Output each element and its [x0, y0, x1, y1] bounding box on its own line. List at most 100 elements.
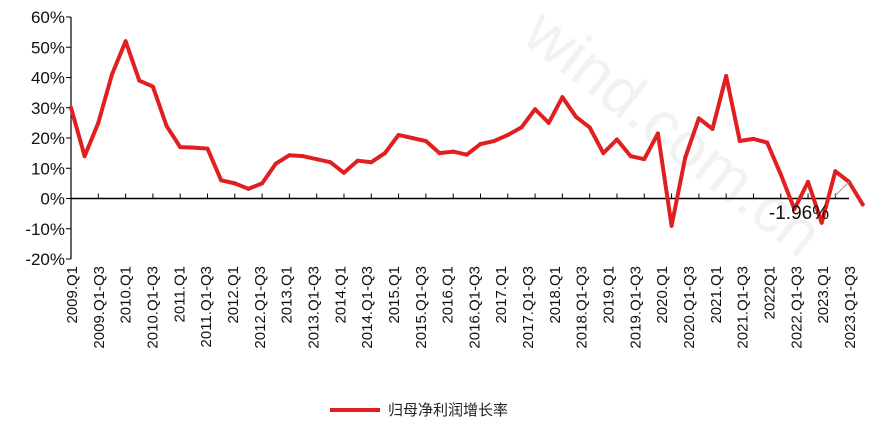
data-point: [423, 139, 428, 144]
data-point: [628, 154, 633, 159]
data-point: [410, 136, 415, 140]
legend: 归母净利润增长率: [330, 401, 508, 419]
data-point: [191, 145, 196, 150]
data-point: [737, 139, 742, 144]
x-tick-label: 2012.Q1-Q3: [252, 266, 269, 349]
y-tick-label: 40%: [31, 69, 65, 88]
annotation: -1.96%: [769, 181, 850, 224]
x-tick-label: 2015.Q1: [386, 266, 403, 324]
x-tick-label: 2011.Q1-Q3: [198, 266, 215, 347]
data-point: [546, 120, 551, 125]
annotation-leader: [834, 181, 850, 197]
data-point: [437, 151, 442, 156]
data-point: [219, 178, 224, 183]
x-tick-label: 2013.Q1-Q3: [305, 266, 322, 349]
x-tick-label: 2010.Q1-Q3: [144, 266, 161, 349]
data-point: [601, 151, 606, 156]
data-point: [137, 78, 142, 83]
data-point: [273, 161, 278, 166]
annotation-label: -1.96%: [769, 203, 829, 224]
data-point: [860, 202, 865, 207]
y-tick-label: 50%: [31, 38, 65, 57]
data-point: [451, 149, 456, 154]
x-tick-label: 2012.Q1: [225, 266, 242, 324]
data-point: [833, 169, 838, 174]
data-point: [355, 158, 360, 163]
data-point: [123, 39, 128, 44]
x-tick-label: 2018.Q1: [547, 266, 564, 324]
data-point: [710, 126, 715, 131]
data-point: [109, 72, 114, 77]
x-tick-label: 2021.Q1: [708, 266, 725, 324]
data-point: [792, 207, 797, 212]
data-point: [341, 170, 346, 175]
data-point: [655, 131, 660, 136]
data-point: [464, 152, 469, 157]
x-tick-label: 2022Q1: [762, 266, 779, 319]
data-point: [696, 116, 701, 121]
data-point: [765, 140, 770, 145]
data-point: [533, 107, 538, 112]
data-point: [369, 160, 374, 165]
x-tick-label: 2021.Q1-Q3: [735, 266, 752, 349]
x-axis: 2009.Q1 2009.Q1-Q3 2010.Q1 2010.Q1-Q3 2011.Q…: [64, 193, 859, 349]
data-point: [164, 123, 169, 128]
x-tick-label: 2015.Q1-Q3: [413, 266, 430, 349]
data-point: [669, 223, 674, 228]
data-point: [614, 137, 619, 142]
data-point: [505, 132, 510, 137]
x-tick-label: 2009.Q1: [64, 266, 81, 324]
data-point: [724, 73, 729, 78]
data-point: [232, 181, 237, 186]
y-tick-label: 0%: [40, 190, 65, 209]
x-tick-label: 2009.Q1-Q3: [91, 266, 108, 349]
data-point: [314, 157, 319, 162]
data-point: [328, 160, 333, 165]
data-point: [96, 120, 101, 125]
x-tick-label: 2010.Q1: [118, 266, 135, 324]
data-point: [519, 125, 524, 130]
x-tick-label: 2020.Q1-Q3: [681, 266, 698, 349]
x-tick-label: 2016.Q1: [440, 266, 457, 324]
data-point: [683, 155, 688, 160]
x-tick-label: 2020.Q1: [654, 266, 671, 324]
data-point: [150, 84, 155, 89]
data-point: [751, 136, 756, 141]
data-point: [560, 95, 565, 100]
data-point: [382, 151, 387, 156]
x-tick-label: 2017.Q1-Q3: [520, 266, 537, 349]
legend-label: 归母净利润增长率: [388, 401, 508, 419]
y-tick-label: 30%: [31, 99, 65, 118]
data-point: [574, 114, 579, 119]
data-point: [396, 132, 401, 137]
data-point: [642, 157, 647, 162]
x-tick-label: 2023.Q1: [815, 266, 832, 324]
y-tick-label: -10%: [25, 220, 65, 239]
data-point: [819, 220, 824, 225]
x-tick-label: 2014.Q1: [332, 266, 349, 324]
y-tick-label: 10%: [31, 159, 65, 178]
data-point: [806, 179, 811, 184]
data-point: [287, 153, 292, 158]
data-point: [69, 105, 73, 110]
data-point: [301, 154, 306, 159]
x-tick-label: 2014.Q1-Q3: [359, 266, 376, 349]
x-tick-label: 2011.Q1: [171, 266, 188, 322]
watermark: wind.com.cn: [511, 0, 836, 270]
data-point: [205, 146, 210, 151]
data-point: [178, 145, 183, 150]
data-point: [246, 186, 251, 191]
data-point: [778, 172, 783, 177]
y-axis: -20% -10% 0% 10% 20% 30% 40% 50% 60%: [25, 8, 72, 269]
data-point: [82, 154, 87, 159]
series-line-group: [69, 39, 865, 228]
x-tick-label: 2019.Q1: [601, 266, 618, 324]
y-tick-label: 60%: [31, 8, 65, 27]
data-point: [260, 181, 265, 186]
x-tick-label: 2013.Q1: [279, 266, 296, 324]
y-tick-label: -20%: [25, 250, 65, 269]
x-tick-label: 2022.Q1-Q3: [788, 266, 805, 349]
x-tick-label: 2019.Q1-Q3: [627, 266, 644, 349]
data-point: [492, 139, 497, 144]
